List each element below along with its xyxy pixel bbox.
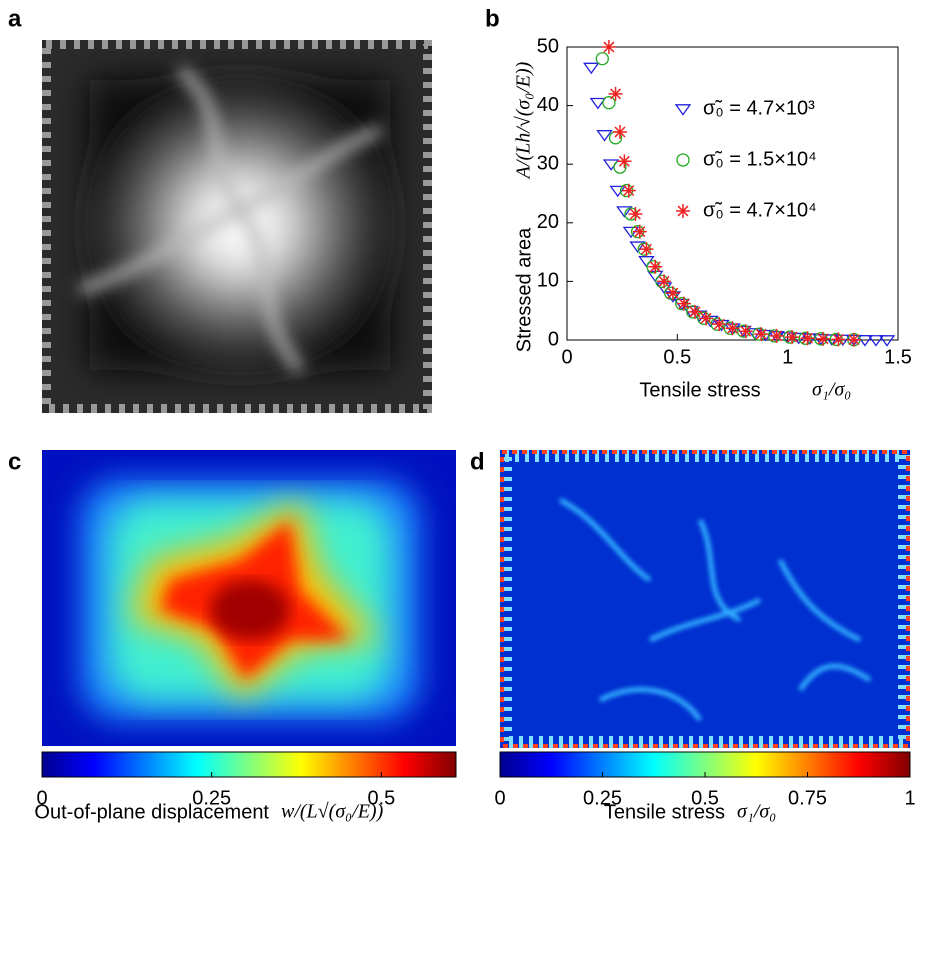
marker [831, 332, 845, 346]
marker [617, 154, 631, 168]
marker [602, 40, 616, 54]
legend-label: σ̃₀ = 4.7×10⁴ [703, 199, 817, 221]
x-tick-label: 0.5 [663, 346, 691, 368]
panel-label: d [470, 448, 485, 475]
marker [609, 87, 623, 101]
colorbar-label: Out-of-plane displacement [34, 801, 269, 823]
marker [726, 321, 740, 335]
panel-label: c [8, 448, 21, 475]
colorbar-label-math: σ₁/σ₀ [737, 801, 776, 823]
y-tick-label: 0 [548, 328, 559, 350]
marker [677, 297, 691, 311]
marker [639, 242, 653, 256]
y-tick-label: 50 [537, 35, 559, 57]
colorbar-tick-label: 0 [494, 787, 505, 809]
colorbar-tick-label: 1 [904, 787, 915, 809]
x-axis-label: Tensile stress [639, 379, 760, 401]
colorbar-label: Tensile stress [604, 801, 725, 823]
marker [816, 332, 830, 346]
marker [666, 286, 680, 300]
legend-label: σ̃₀ = 4.7×10³ [703, 97, 815, 119]
y-axis-label: Stressed area [513, 227, 535, 352]
panel-a-image [42, 40, 432, 413]
colorbar [42, 752, 456, 777]
marker [633, 225, 647, 239]
marker [622, 184, 636, 198]
y-tick-label: 30 [537, 152, 559, 174]
y-axis-label-math: A/(Lh/√(σ₀/E)) [513, 61, 535, 180]
marker [603, 97, 615, 109]
marker [699, 311, 713, 325]
marker [847, 333, 861, 347]
figure: a b c d 00.511.501020304050Tensile stres… [0, 0, 925, 951]
marker [596, 53, 608, 65]
legend-label: σ̃₀ = 1.5×10⁴ [703, 148, 817, 170]
marker [657, 274, 671, 288]
x-tick-label: 0 [561, 346, 572, 368]
marker [676, 105, 690, 115]
marker [677, 154, 689, 166]
marker [739, 324, 753, 338]
marker [628, 207, 642, 221]
marker [801, 331, 815, 345]
marker [688, 305, 702, 319]
panel-label: b [485, 5, 500, 32]
panel-d-image [500, 450, 910, 748]
x-axis-label-math: σ₁/σ₀ [812, 379, 851, 401]
panel-label: a [8, 5, 22, 32]
page: a b c d 00.511.501020304050Tensile stres… [0, 0, 925, 956]
marker [676, 204, 690, 218]
colorbar-tick-label: 0.75 [788, 787, 827, 809]
marker [613, 125, 627, 139]
y-tick-label: 20 [537, 211, 559, 233]
marker [584, 63, 598, 73]
marker [770, 329, 784, 343]
panel-c-image [42, 450, 456, 746]
marker [754, 327, 768, 341]
marker [648, 260, 662, 274]
plot-frame [567, 47, 898, 340]
marker [785, 330, 799, 344]
marker [604, 160, 618, 170]
marker [712, 317, 726, 331]
colorbar-label-math: w/(L√(σ₀/E)) [281, 801, 384, 823]
y-tick-label: 10 [537, 270, 559, 292]
x-tick-label: 1.5 [884, 346, 912, 368]
x-tick-label: 1 [782, 346, 793, 368]
y-tick-label: 40 [537, 94, 559, 116]
